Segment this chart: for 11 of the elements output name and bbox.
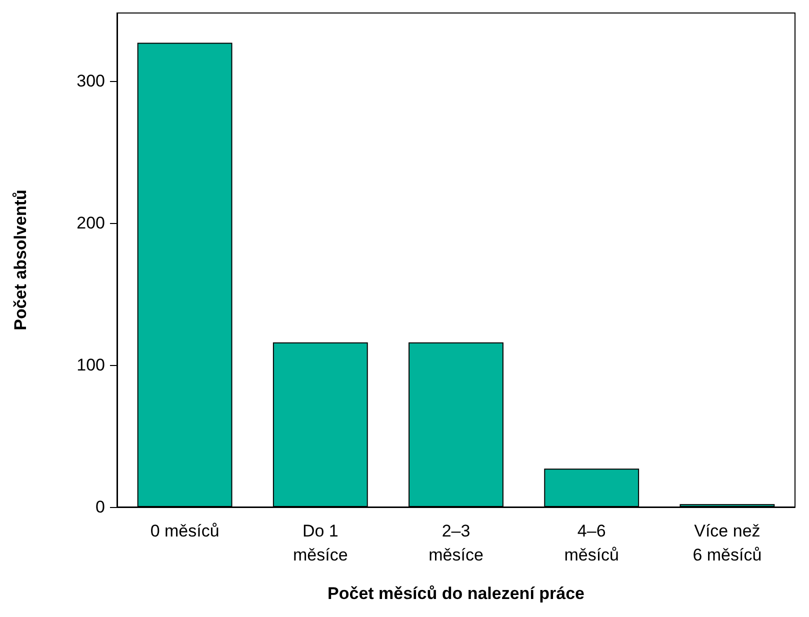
x-axis-title: Počet měsíců do nalezení práce xyxy=(328,584,584,603)
y-tick-label: 0 xyxy=(96,498,105,516)
x-tick-label: Více než 6 měsíců xyxy=(692,522,762,564)
x-tick-label: 4–6 měsíců xyxy=(564,522,619,564)
y-axis-title: Počet absolventů xyxy=(11,190,30,330)
y-tick-label: 300 xyxy=(76,72,105,91)
y-tick-label: 100 xyxy=(76,356,105,375)
y-tick-label: 200 xyxy=(76,214,105,233)
x-tick-label: 2–3 měsíce xyxy=(428,522,484,564)
x-tick-label: 0 měsíců xyxy=(150,522,220,540)
x-tick-label: Do 1 měsíce xyxy=(293,522,348,564)
